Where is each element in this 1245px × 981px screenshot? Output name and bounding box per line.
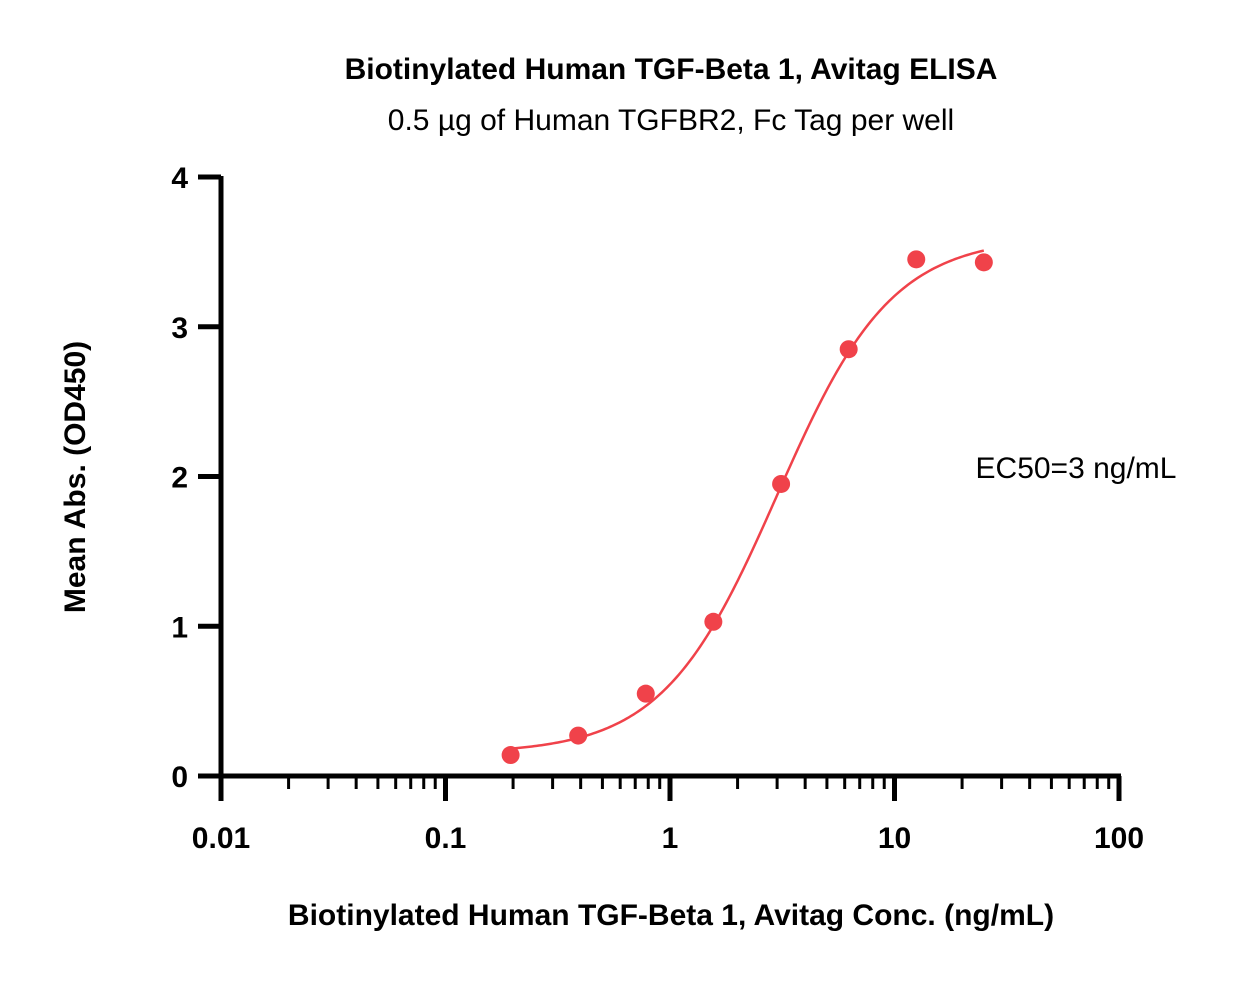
x-axis-label: Biotinylated Human TGF-Beta 1, Avitag Co… [288,899,1054,932]
data-point [704,612,723,631]
data-point [907,250,926,269]
chart-title: Biotinylated Human TGF-Beta 1, Avitag EL… [345,53,998,86]
y-tick-label: 0 [171,761,188,794]
x-tick-label: 1 [662,822,679,855]
chart-subtitle: 0.5 µg of Human TGFBR2, Fc Tag per well [388,104,954,137]
data-points [501,250,993,765]
x-tick-label: 0.1 [425,822,467,855]
x-tick-label: 100 [1094,822,1144,855]
data-point [636,684,655,703]
data-point [569,726,588,745]
x-ticks: 0.01 0.1 1 10 100 [192,776,1144,855]
fit-curve [510,249,985,750]
y-ticks: 0 1 2 3 4 [171,162,221,794]
x-tick-label: 10 [878,822,911,855]
data-point [839,340,858,359]
data-point [772,474,791,493]
data-point [974,253,993,272]
y-tick-label: 3 [171,312,188,345]
ec50-annotation: EC50=3 ng/mL [976,452,1177,485]
y-tick-label: 1 [171,611,188,644]
y-tick-label: 2 [171,462,188,495]
x-tick-label: 0.01 [192,822,250,855]
y-axis-label: Mean Abs. (OD450) [59,341,92,613]
y-tick-label: 4 [171,162,188,195]
data-point [501,746,520,765]
